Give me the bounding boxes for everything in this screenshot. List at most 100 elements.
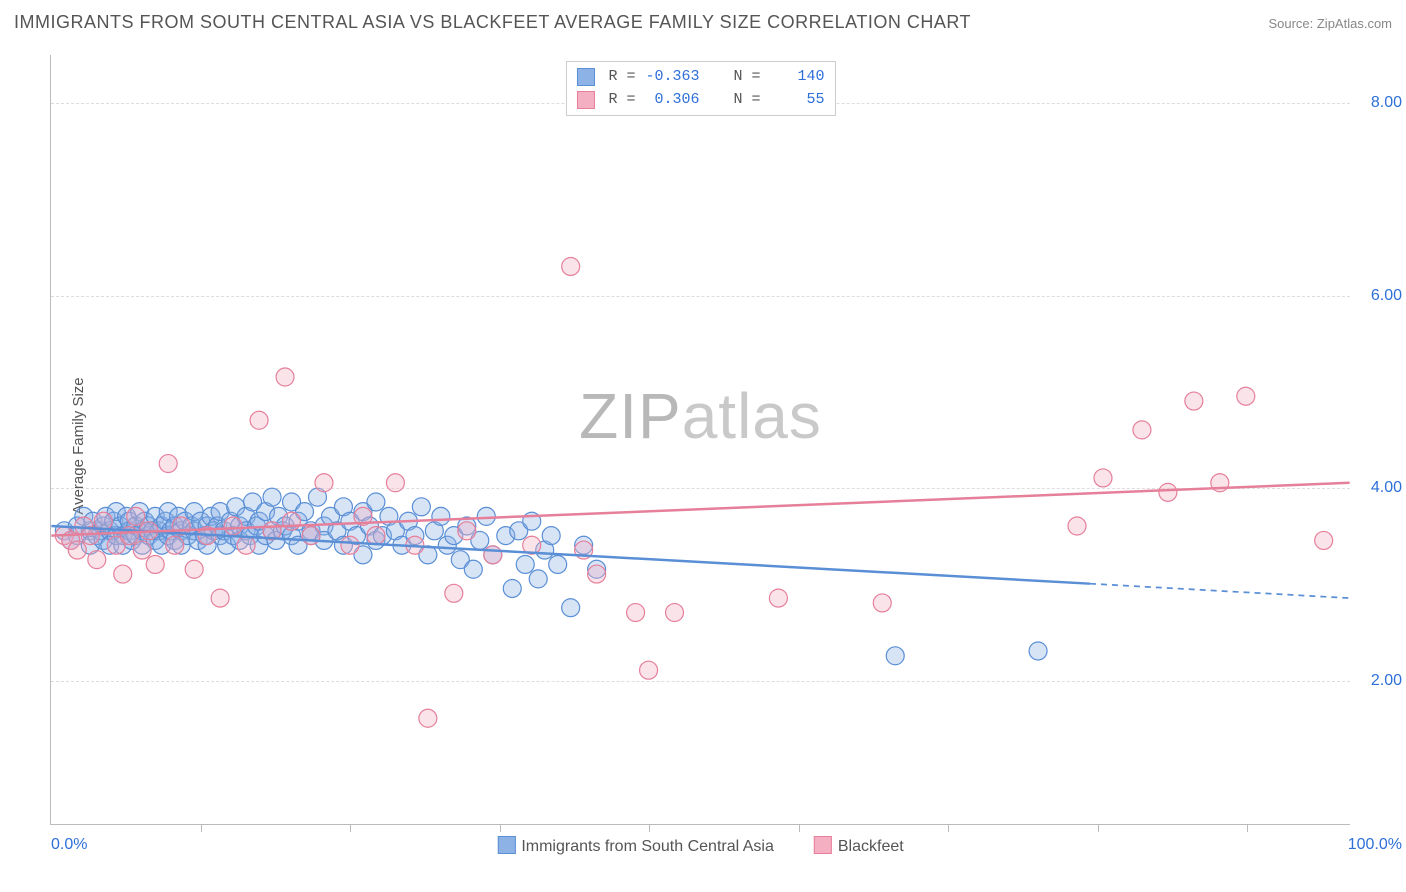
data-point [97, 507, 115, 525]
data-point [419, 546, 437, 564]
data-point [289, 512, 307, 530]
data-point [276, 368, 294, 386]
data-point [75, 517, 93, 535]
data-point [81, 536, 99, 554]
data-point [458, 517, 476, 535]
data-point [309, 488, 327, 506]
data-point [62, 531, 80, 549]
data-point [244, 493, 262, 511]
bottom-legend: Immigrants from South Central AsiaBlackf… [497, 836, 903, 856]
data-point [114, 565, 132, 583]
data-point [62, 531, 80, 549]
data-point [458, 522, 476, 540]
data-point [185, 560, 203, 578]
data-point [562, 599, 580, 617]
chart-title: IMMIGRANTS FROM SOUTH CENTRAL ASIA VS BL… [14, 12, 971, 33]
legend-swatch [814, 836, 832, 854]
data-point [380, 507, 398, 525]
data-point [237, 522, 255, 540]
data-point [341, 536, 359, 554]
data-point [451, 551, 469, 569]
data-point [159, 503, 177, 521]
data-point [81, 522, 99, 540]
data-point [412, 498, 430, 516]
data-point [133, 536, 151, 554]
data-point [55, 522, 73, 540]
data-point [231, 531, 249, 549]
data-point [523, 536, 541, 554]
data-point [114, 536, 132, 554]
data-point [172, 517, 190, 535]
data-point [81, 527, 99, 545]
data-point [484, 546, 502, 564]
data-point [302, 527, 320, 545]
data-point [270, 507, 288, 525]
data-point [172, 536, 190, 554]
data-point [202, 507, 220, 525]
data-point [101, 536, 119, 554]
source-label: Source: ZipAtlas.com [1268, 16, 1392, 31]
data-point [222, 512, 240, 530]
data-point [107, 536, 125, 554]
data-point [503, 580, 521, 598]
data-point [283, 493, 301, 511]
data-point [144, 522, 162, 540]
data-point [247, 517, 265, 535]
data-point [510, 522, 528, 540]
data-point [120, 512, 138, 530]
data-point [1237, 387, 1255, 405]
data-point [267, 531, 285, 549]
data-point [529, 570, 547, 588]
data-point [231, 517, 249, 535]
data-point [198, 517, 216, 535]
data-point [170, 507, 188, 525]
data-point [183, 517, 201, 535]
data-point [120, 527, 138, 545]
data-point [1185, 392, 1203, 410]
data-point [367, 527, 385, 545]
data-point [127, 527, 145, 545]
data-point [157, 512, 175, 530]
data-point [1159, 483, 1177, 501]
data-point [114, 527, 132, 545]
stats-legend-row: R =0.306 N =55 [576, 89, 824, 112]
data-point [185, 522, 203, 540]
data-point [68, 517, 86, 535]
data-point [146, 555, 164, 573]
data-point [166, 536, 184, 554]
data-point [399, 512, 417, 530]
legend-item: Immigrants from South Central Asia [497, 836, 774, 856]
data-point [185, 503, 203, 521]
data-point [549, 555, 567, 573]
data-point [575, 536, 593, 554]
data-point [127, 507, 145, 525]
data-point [237, 536, 255, 554]
data-point [237, 507, 255, 525]
data-point [189, 531, 207, 549]
data-point [211, 503, 229, 521]
data-point [289, 536, 307, 554]
data-point [666, 604, 684, 622]
data-point [328, 522, 346, 540]
data-point [88, 527, 106, 545]
data-point [192, 512, 210, 530]
data-point [111, 517, 129, 535]
data-point [176, 512, 194, 530]
data-point [886, 647, 904, 665]
data-point [283, 527, 301, 545]
data-point [224, 527, 242, 545]
x-min-label: 0.0% [51, 836, 87, 854]
data-point [588, 560, 606, 578]
data-point [425, 522, 443, 540]
regression-line [51, 483, 1349, 536]
data-point [166, 531, 184, 549]
data-point [105, 512, 123, 530]
data-point [215, 522, 233, 540]
data-point [477, 507, 495, 525]
data-point [542, 527, 560, 545]
data-point [107, 527, 125, 545]
y-tick-label: 4.00 [1371, 479, 1402, 497]
data-point [159, 455, 177, 473]
data-point [172, 522, 190, 540]
data-point [273, 522, 291, 540]
